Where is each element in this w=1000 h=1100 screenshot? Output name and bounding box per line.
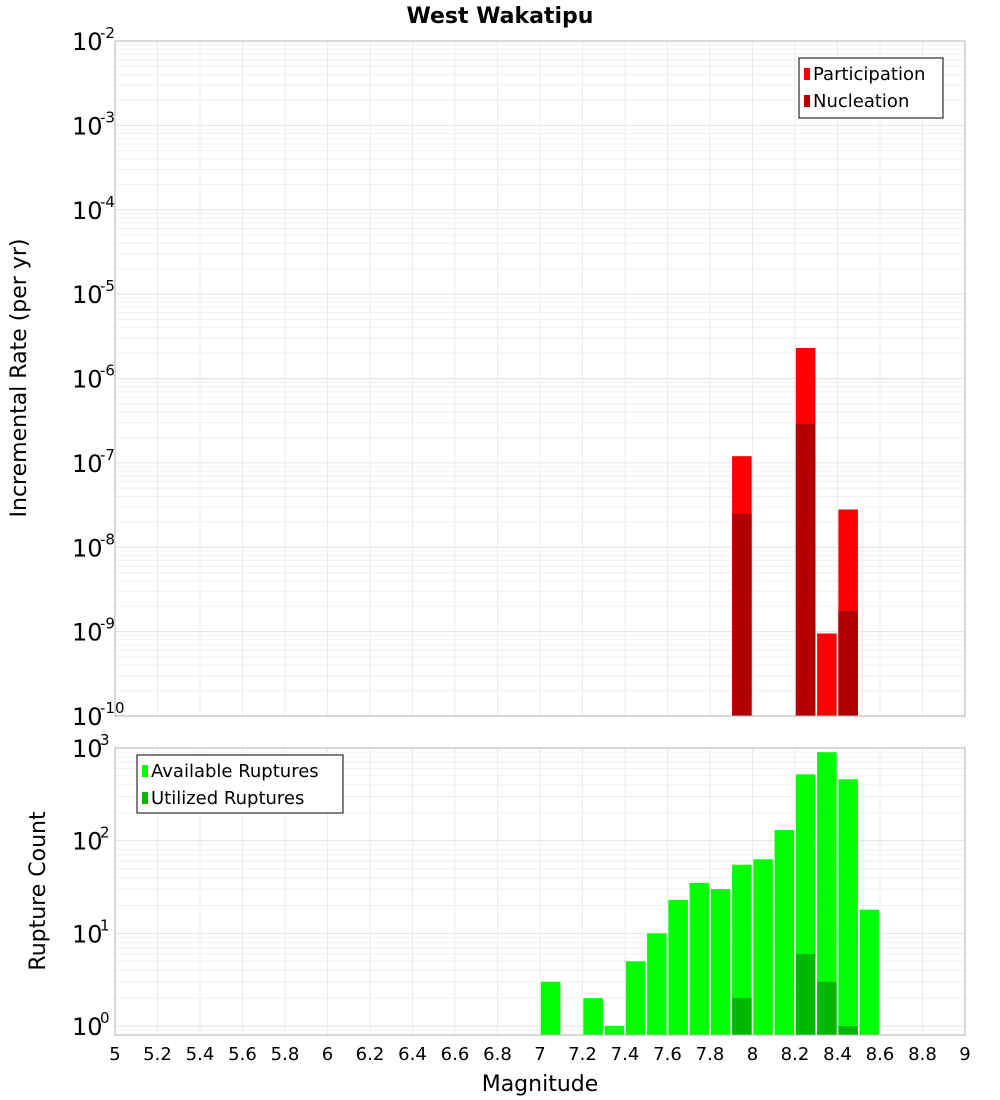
bar-available-ruptures (689, 882, 710, 1035)
x-tick-label: 7.2 (568, 1044, 597, 1065)
y-tick-label: 10 (72, 920, 103, 948)
plot-border (114, 747, 966, 1036)
bar-available-ruptures (668, 899, 688, 1035)
x-tick-label: 5 (109, 1044, 120, 1065)
bar-available-ruptures (753, 859, 773, 1035)
bar-nucleation (732, 513, 752, 716)
y-tick-exponent: -7 (100, 446, 115, 464)
bottom-y-axis-label: Rupture Count (26, 811, 51, 971)
y-tick-exponent: -2 (100, 24, 115, 42)
y-tick-label: 10 (72, 828, 103, 856)
legend-swatch (142, 765, 148, 777)
y-tick-label: 10 (72, 197, 103, 225)
x-tick-label: 7.4 (611, 1044, 640, 1065)
x-tick-label: 5.4 (186, 1044, 215, 1065)
legend: Available Ruptures Utilized Ruptures (136, 754, 344, 814)
y-tick-exponent: -5 (100, 277, 115, 295)
legend-label: Available Ruptures (151, 761, 319, 782)
x-tick-label: 8.8 (908, 1044, 937, 1065)
y-tick-label: 10 (72, 366, 103, 394)
x-tick-label: 7 (534, 1044, 545, 1065)
bar-utilized-ruptures (732, 998, 752, 1035)
y-tick-label: 10 (72, 28, 103, 56)
legend: Participation Nucleation (798, 57, 944, 119)
bar-nucleation (838, 611, 858, 716)
bar-available-ruptures (774, 830, 795, 1035)
y-tick-label: 10 (72, 112, 103, 140)
bar-available-ruptures (732, 864, 752, 1035)
legend-box (798, 57, 944, 119)
bar-available-ruptures (647, 933, 667, 1035)
bar-available-ruptures (540, 981, 561, 1035)
y-tick-exponent: 3 (100, 731, 110, 749)
y-tick-label: 10 (72, 735, 103, 763)
x-tick-label: 7.8 (696, 1044, 725, 1065)
x-tick-label: 8.6 (866, 1044, 895, 1065)
y-tick-label: 10 (72, 703, 103, 731)
y-tick-exponent: -3 (100, 108, 115, 126)
y-tick-label: 10 (72, 534, 103, 562)
x-tick-label: 8.2 (781, 1044, 810, 1065)
plot-border (114, 40, 966, 717)
bar-available-ruptures (817, 752, 837, 1035)
y-tick-label: 10 (72, 1013, 103, 1041)
x-tick-label: 5.6 (228, 1044, 257, 1065)
bar-utilized-ruptures (817, 981, 837, 1035)
legend-label: Participation (813, 64, 925, 85)
y-tick-exponent: 2 (100, 824, 110, 842)
y-tick-exponent: 1 (100, 916, 110, 934)
x-tick-label: 6 (322, 1044, 333, 1065)
bar-participation (817, 633, 837, 716)
y-tick-exponent: -6 (100, 362, 115, 380)
bar-available-ruptures (583, 998, 603, 1035)
x-tick-label: 9 (959, 1044, 970, 1065)
chart-title: West Wakatipu (407, 4, 594, 29)
top-y-axis-label: Incremental Rate (per yr) (7, 239, 32, 518)
bar-available-ruptures (838, 779, 858, 1035)
x-tick-label: 5.2 (143, 1044, 172, 1065)
x-tick-label: 7.6 (653, 1044, 682, 1065)
y-tick-exponent: -10 (100, 699, 125, 717)
y-tick-exponent: 0 (100, 1009, 110, 1027)
bar-utilized-ruptures (838, 1026, 858, 1035)
x-tick-label: 5.8 (271, 1044, 300, 1065)
bar-available-ruptures (604, 1026, 625, 1035)
y-tick-label: 10 (72, 450, 103, 478)
x-tick-label: 8.4 (823, 1044, 852, 1065)
panel-1: 10-1010-910-810-710-610-510-410-310-2Par… (72, 24, 966, 731)
x-tick-label: 8 (747, 1044, 758, 1065)
x-tick-label: 6.8 (483, 1044, 512, 1065)
x-tick-label: 6.4 (398, 1044, 427, 1065)
bar-utilized-ruptures (795, 953, 816, 1035)
legend-swatch (804, 68, 810, 80)
x-tick-label: 6.2 (356, 1044, 385, 1065)
legend-swatch (142, 792, 148, 804)
legend-swatch (804, 95, 810, 107)
y-tick-exponent: -9 (100, 615, 115, 633)
y-tick-exponent: -8 (100, 530, 115, 548)
legend-box (136, 754, 344, 814)
y-tick-label: 10 (72, 281, 103, 309)
plot-layer: 10-1010-910-810-710-610-510-410-310-2Par… (72, 24, 971, 1065)
bar-available-ruptures (859, 909, 880, 1035)
legend-label: Utilized Ruptures (151, 788, 304, 809)
x-tick-label: 6.6 (441, 1044, 470, 1065)
y-tick-exponent: -4 (100, 193, 115, 211)
legend-label: Nucleation (813, 91, 909, 112)
bar-nucleation (795, 423, 816, 716)
x-axis-label: Magnitude (482, 1072, 599, 1097)
bar-available-ruptures (625, 961, 646, 1035)
bar-available-ruptures (710, 889, 731, 1035)
y-tick-label: 10 (72, 619, 103, 647)
